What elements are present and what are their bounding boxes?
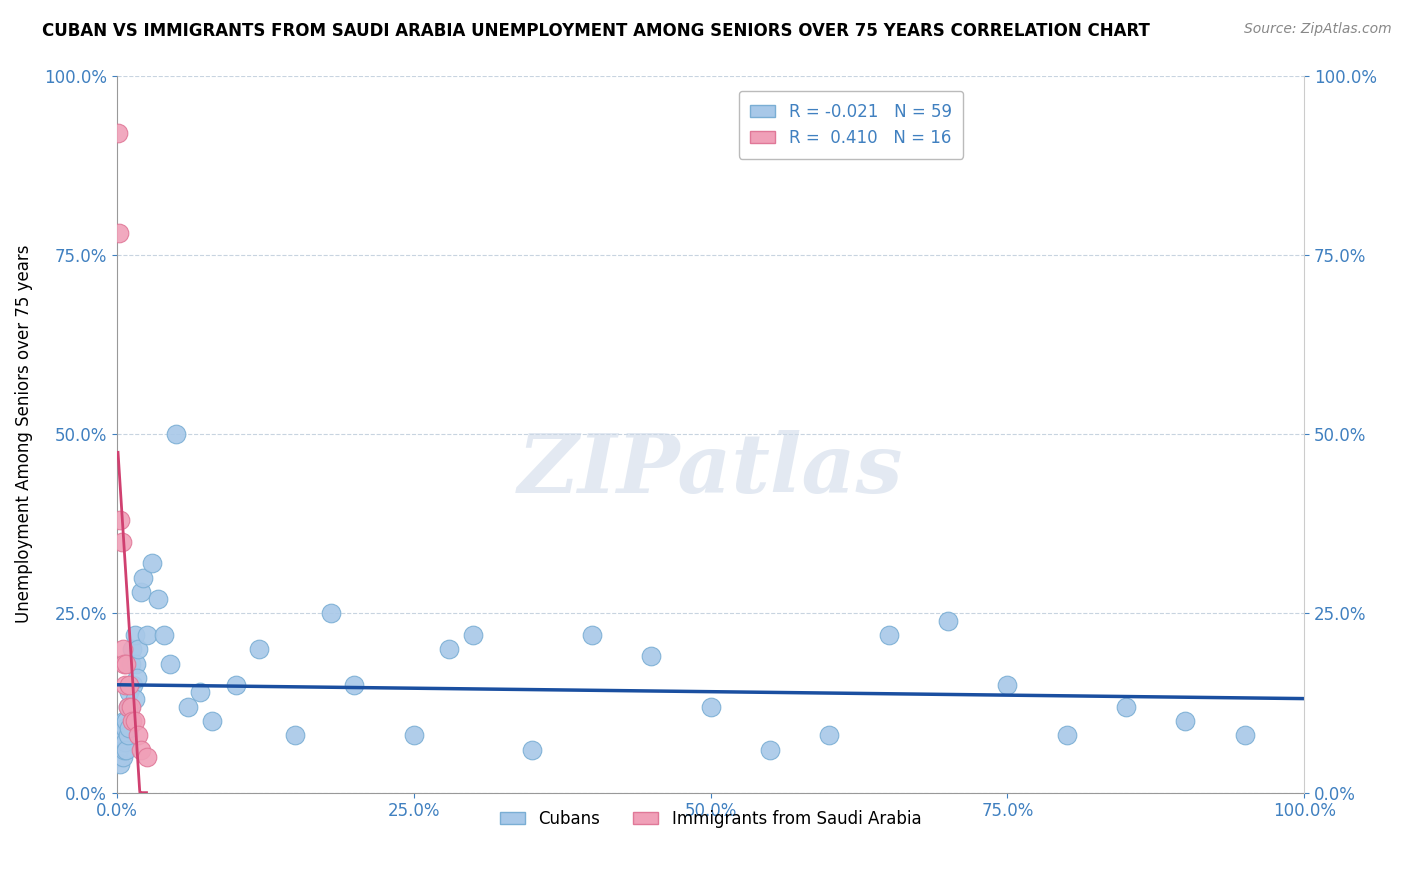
Point bbox=[132, 570, 155, 584]
Point bbox=[112, 714, 135, 728]
Point bbox=[108, 227, 131, 241]
Point bbox=[165, 427, 187, 442]
Text: Source: ZipAtlas.com: Source: ZipAtlas.com bbox=[1244, 22, 1392, 37]
Point bbox=[581, 628, 603, 642]
Point bbox=[108, 742, 131, 756]
Point bbox=[284, 728, 307, 742]
Point bbox=[319, 607, 342, 621]
Point bbox=[110, 534, 132, 549]
Point bbox=[118, 678, 141, 692]
Point bbox=[1233, 728, 1256, 742]
Point bbox=[110, 756, 132, 771]
Point bbox=[522, 742, 544, 756]
Point bbox=[124, 628, 146, 642]
Point bbox=[110, 513, 132, 527]
Point bbox=[112, 657, 135, 671]
Point bbox=[110, 721, 132, 735]
Point bbox=[107, 126, 129, 140]
Point bbox=[225, 678, 247, 692]
Point bbox=[110, 735, 132, 749]
Point bbox=[122, 678, 145, 692]
Point bbox=[135, 749, 157, 764]
Point bbox=[129, 742, 152, 756]
Text: ZIPatlas: ZIPatlas bbox=[517, 430, 903, 510]
Point bbox=[1174, 714, 1197, 728]
Point bbox=[1115, 699, 1137, 714]
Point bbox=[201, 714, 224, 728]
Point bbox=[120, 657, 142, 671]
Point bbox=[111, 728, 134, 742]
Point bbox=[124, 692, 146, 706]
Point bbox=[115, 657, 138, 671]
Y-axis label: Unemployment Among Seniors over 75 years: Unemployment Among Seniors over 75 years bbox=[15, 244, 32, 624]
Point bbox=[402, 728, 425, 742]
Point bbox=[118, 685, 141, 699]
Point bbox=[115, 742, 138, 756]
Point bbox=[120, 699, 142, 714]
Point bbox=[121, 714, 143, 728]
Point bbox=[877, 628, 900, 642]
Point bbox=[461, 628, 484, 642]
Point bbox=[114, 735, 136, 749]
Point bbox=[135, 628, 157, 642]
Point bbox=[118, 721, 141, 735]
Point bbox=[995, 678, 1018, 692]
Point bbox=[247, 642, 270, 657]
Point bbox=[112, 742, 135, 756]
Point bbox=[114, 721, 136, 735]
Point bbox=[111, 642, 134, 657]
Point bbox=[117, 728, 139, 742]
Point bbox=[124, 714, 146, 728]
Point bbox=[439, 642, 461, 657]
Point bbox=[159, 657, 181, 671]
Text: CUBAN VS IMMIGRANTS FROM SAUDI ARABIA UNEMPLOYMENT AMONG SENIORS OVER 75 YEARS C: CUBAN VS IMMIGRANTS FROM SAUDI ARABIA UN… bbox=[42, 22, 1150, 40]
Point bbox=[125, 671, 148, 685]
Point bbox=[114, 678, 136, 692]
Point bbox=[117, 699, 139, 714]
Point bbox=[759, 742, 782, 756]
Point bbox=[121, 642, 143, 657]
Point bbox=[127, 728, 149, 742]
Point bbox=[188, 685, 211, 699]
Point bbox=[640, 649, 662, 664]
Point bbox=[117, 699, 139, 714]
Point bbox=[818, 728, 841, 742]
Point bbox=[127, 642, 149, 657]
Point bbox=[699, 699, 721, 714]
Point bbox=[177, 699, 200, 714]
Point bbox=[129, 585, 152, 599]
Point bbox=[125, 657, 148, 671]
Point bbox=[1056, 728, 1078, 742]
Legend: Cubans, Immigrants from Saudi Arabia: Cubans, Immigrants from Saudi Arabia bbox=[494, 803, 928, 835]
Point bbox=[343, 678, 366, 692]
Point bbox=[111, 749, 134, 764]
Point bbox=[936, 614, 959, 628]
Point bbox=[148, 592, 170, 607]
Point bbox=[118, 699, 141, 714]
Point bbox=[110, 728, 132, 742]
Point bbox=[107, 749, 129, 764]
Point bbox=[153, 628, 176, 642]
Point bbox=[141, 556, 163, 570]
Point bbox=[115, 714, 138, 728]
